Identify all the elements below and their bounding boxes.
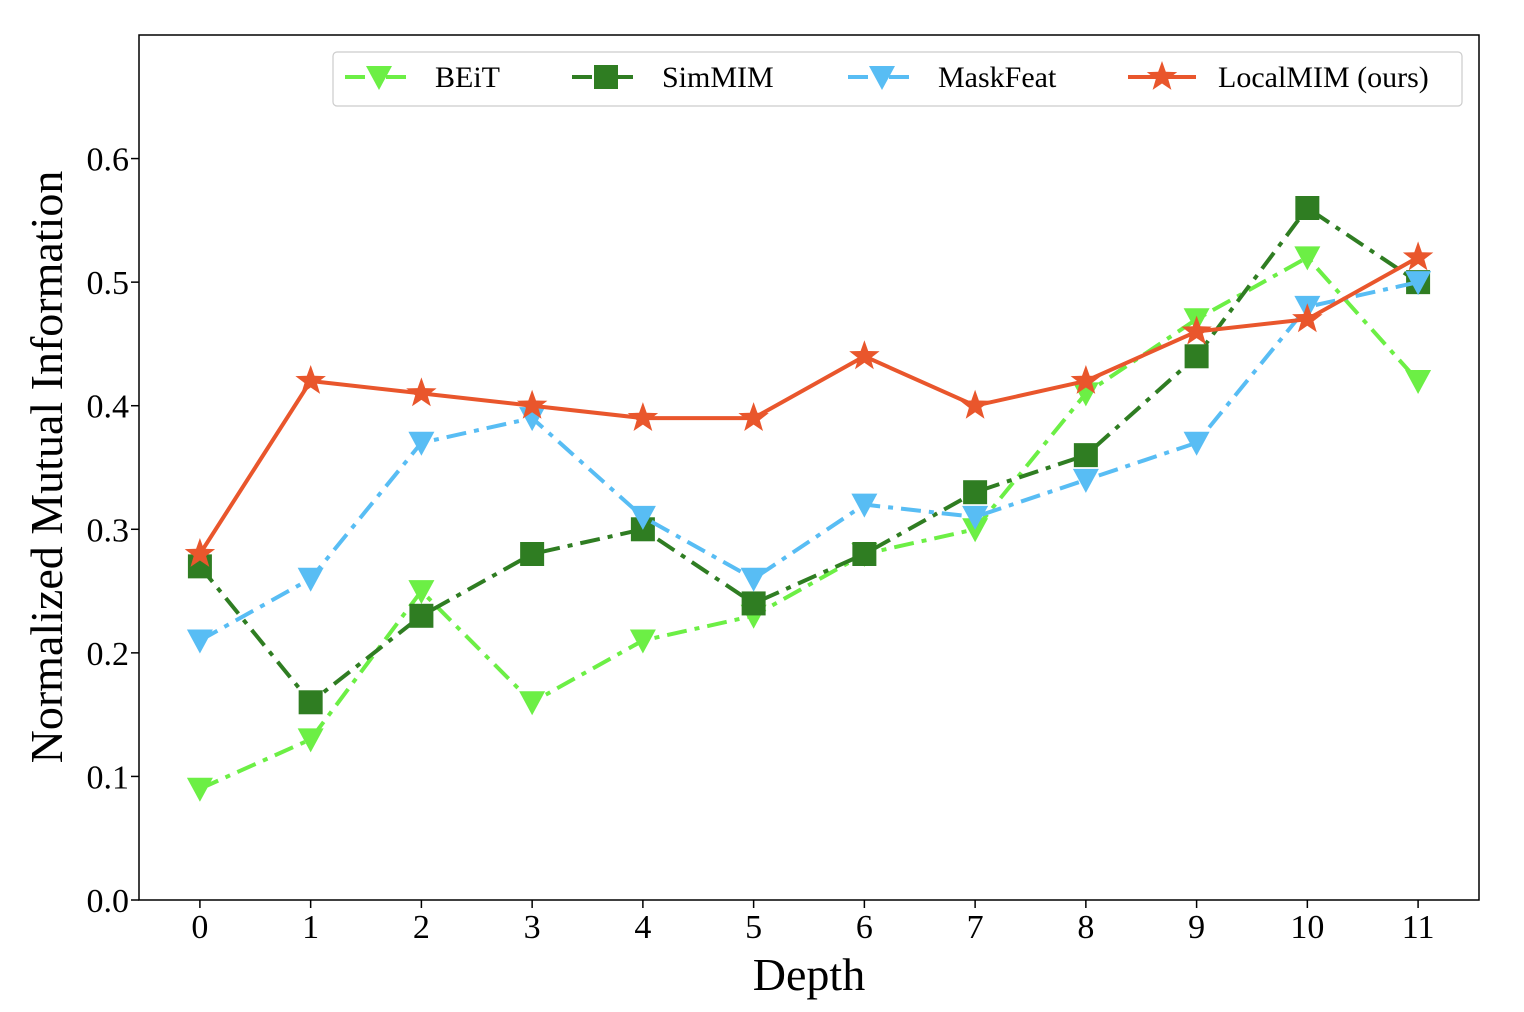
data-point-simmim <box>298 690 323 715</box>
series-maskfeat <box>186 271 1432 654</box>
data-point-simmim <box>409 603 434 628</box>
data-point-maskfeat <box>740 567 767 592</box>
x-tick-label: 10 <box>1290 909 1324 946</box>
data-point-simmim <box>1073 443 1098 468</box>
data-point-maskfeat <box>186 629 213 654</box>
x-tick-label: 11 <box>1402 909 1435 946</box>
y-tick-label: 0.5 <box>87 265 130 302</box>
data-point-localmim-ours <box>516 389 548 419</box>
series-line-simmim <box>198 205 1420 706</box>
data-point-beit <box>408 580 435 605</box>
x-tick-label: 0 <box>191 909 208 946</box>
data-point-maskfeat <box>297 567 324 592</box>
series-line-maskfeat <box>198 280 1419 643</box>
x-tick-label: 3 <box>524 909 541 946</box>
series-localmim-ours <box>184 241 1434 567</box>
data-point-localmim-ours <box>1070 365 1102 394</box>
legend-label: BEiT <box>435 61 500 94</box>
data-point-simmim <box>1295 196 1320 220</box>
y-tick-label: 0.0 <box>87 883 130 920</box>
data-point-beit <box>962 518 989 543</box>
data-point-localmim-ours <box>406 377 437 407</box>
x-tick-label: 8 <box>1077 909 1094 946</box>
x-tick-label: 1 <box>302 909 319 946</box>
data-point-maskfeat <box>408 431 435 456</box>
legend-entry-beit: BEiT <box>345 61 500 94</box>
x-tick-label: 6 <box>856 909 873 946</box>
x-tick-label: 5 <box>745 909 762 946</box>
data-point-beit <box>186 777 213 802</box>
data-point-maskfeat <box>851 493 878 518</box>
data-point-beit <box>629 629 656 654</box>
data-point-localmim-ours <box>1402 241 1434 271</box>
y-axis-label: Normalized Mutual Information <box>21 171 72 764</box>
y-tick-label: 0.6 <box>87 142 130 179</box>
data-point-maskfeat <box>1183 431 1210 456</box>
data-point-localmim-ours <box>738 402 769 431</box>
legend-entry-simmim: SimMIM <box>572 61 774 94</box>
y-tick-label: 0.4 <box>87 389 130 426</box>
series-line-beit <box>199 254 1420 791</box>
data-point-simmim <box>852 542 877 566</box>
series-beit <box>186 246 1432 802</box>
data-point-maskfeat <box>629 505 656 530</box>
data-point-simmim <box>1184 344 1209 369</box>
y-tick-label: 0.1 <box>87 759 130 796</box>
data-point-localmim-ours <box>1181 315 1212 345</box>
data-point-beit <box>1405 370 1432 394</box>
plot-frame <box>138 34 1480 901</box>
series-simmim <box>187 196 1431 715</box>
x-tick-label: 2 <box>413 909 430 946</box>
data-point-localmim-ours <box>184 538 216 567</box>
legend-entry-maskfeat: MaskFeat <box>848 61 1057 94</box>
data-point-simmim <box>520 542 545 566</box>
legend-marker-localmim-ours <box>1146 61 1178 90</box>
x-tick-label: 9 <box>1188 909 1205 946</box>
data-point-simmim <box>741 591 766 616</box>
data-point-beit <box>519 691 546 716</box>
legend-marker-beit <box>366 66 392 90</box>
series-line-localmim-ours <box>198 255 1420 556</box>
legend: BEiT SimMIM MaskFeat LocalMIM (ours) <box>332 51 1463 107</box>
data-point-simmim <box>963 480 988 505</box>
data-point-maskfeat <box>1072 468 1099 493</box>
legend-marker-simmim <box>594 65 618 89</box>
data-point-localmim-ours <box>295 365 326 394</box>
y-tick-label: 0.2 <box>87 636 130 673</box>
data-point-localmim-ours <box>627 402 659 431</box>
data-point-beit <box>297 728 324 753</box>
data-point-localmim-ours <box>1292 303 1323 333</box>
legend-marker-maskfeat <box>869 66 895 90</box>
legend-label: SimMIM <box>662 61 774 94</box>
data-point-localmim-ours <box>849 340 880 370</box>
data-point-maskfeat <box>1405 271 1432 296</box>
data-point-localmim-ours <box>959 389 991 419</box>
data-point-maskfeat <box>962 505 989 530</box>
legend-label: MaskFeat <box>938 61 1057 94</box>
x-tick-label: 7 <box>967 909 984 946</box>
data-point-beit <box>1294 246 1321 271</box>
y-tick-label: 0.3 <box>87 512 130 549</box>
x-axis-label: Depth <box>753 949 865 1000</box>
x-tick-label: 4 <box>634 909 651 946</box>
legend-entry-localmim-ours: LocalMIM (ours) <box>1128 61 1429 94</box>
legend-label: LocalMIM (ours) <box>1218 61 1429 94</box>
